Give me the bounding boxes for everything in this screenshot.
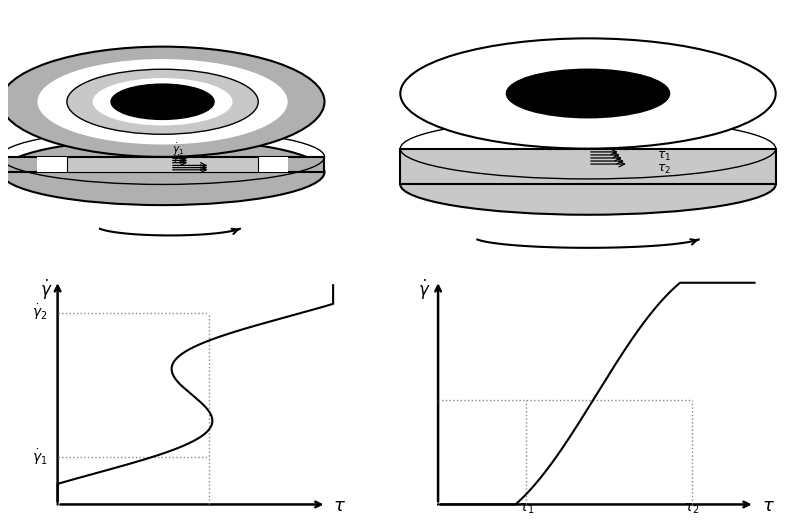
Ellipse shape — [93, 78, 233, 126]
Text: $\tau_1$: $\tau_1$ — [658, 150, 672, 163]
Text: $\dot{\gamma}_2$: $\dot{\gamma}_2$ — [172, 150, 184, 165]
Polygon shape — [400, 148, 776, 184]
Polygon shape — [38, 157, 288, 172]
Text: $\dot{\gamma}$: $\dot{\gamma}$ — [418, 278, 430, 302]
Ellipse shape — [400, 154, 776, 215]
Text: $\tau$: $\tau$ — [762, 497, 775, 515]
Ellipse shape — [400, 38, 776, 148]
Ellipse shape — [38, 59, 288, 145]
Text: $\dot{\gamma}_1$: $\dot{\gamma}_1$ — [172, 142, 184, 157]
Text: $\tau$: $\tau$ — [333, 497, 346, 515]
Text: $\tau_2$: $\tau_2$ — [658, 163, 671, 176]
Polygon shape — [67, 157, 258, 172]
Ellipse shape — [67, 69, 258, 134]
Ellipse shape — [1, 47, 325, 157]
Text: $\tau_1$: $\tau_1$ — [518, 501, 534, 516]
Text: $\dot{\gamma}_1$: $\dot{\gamma}_1$ — [32, 447, 47, 467]
Ellipse shape — [1, 139, 325, 205]
Polygon shape — [1, 157, 325, 172]
Text: $\dot{\gamma}$: $\dot{\gamma}$ — [40, 278, 53, 302]
Text: $\tau_2$: $\tau_2$ — [684, 501, 700, 516]
Ellipse shape — [111, 84, 214, 119]
Text: $\dot{\gamma}_2$: $\dot{\gamma}_2$ — [32, 303, 47, 322]
Ellipse shape — [506, 69, 670, 118]
